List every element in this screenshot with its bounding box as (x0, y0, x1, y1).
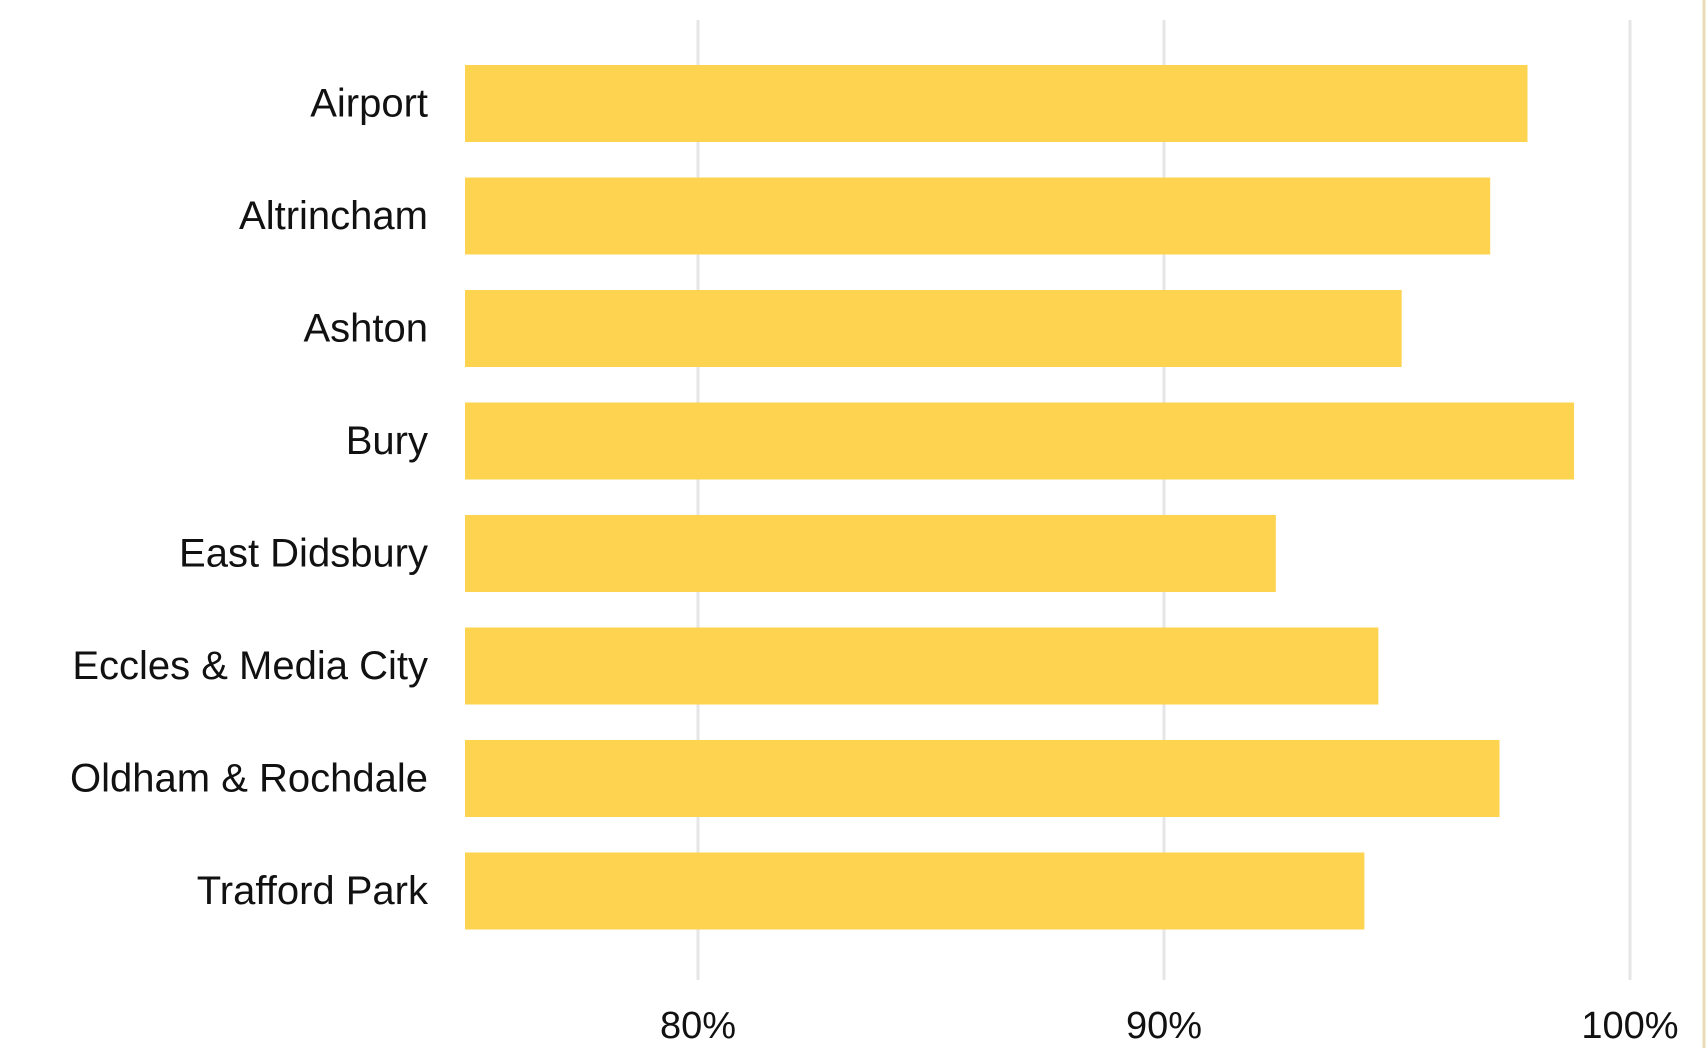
category-labels: Airport Altrincham Ashton Bury East Didsbury… (70, 82, 429, 914)
bar-east-didsbury (465, 515, 1276, 592)
x-tick-label: 90% (1126, 1005, 1202, 1047)
category-label: East Didsbury (179, 532, 428, 576)
x-tick-label: 100% (1581, 1005, 1678, 1047)
category-label: Bury (346, 419, 428, 463)
category-label: Trafford Park (197, 869, 429, 913)
bar-eccles-media-city (465, 627, 1379, 705)
bar-altrincham (465, 177, 1491, 255)
bar-oldham-rochdale (465, 740, 1500, 817)
category-label: Oldham & Rochdale (70, 757, 428, 801)
category-label: Altrincham (239, 194, 428, 238)
grid-lines (696, 20, 1632, 980)
category-label: Airport (310, 82, 428, 126)
bars (465, 65, 1575, 930)
bar-bury (465, 402, 1575, 480)
bar-ashton (465, 290, 1402, 367)
category-label: Ashton (303, 307, 428, 351)
bar-airport (465, 65, 1528, 142)
category-label: Eccles & Media City (72, 644, 428, 688)
x-tick-label: 80% (660, 1005, 736, 1047)
bar-trafford-park (465, 852, 1365, 930)
x-tick-labels: 80% 90% 100% (660, 1005, 1679, 1047)
